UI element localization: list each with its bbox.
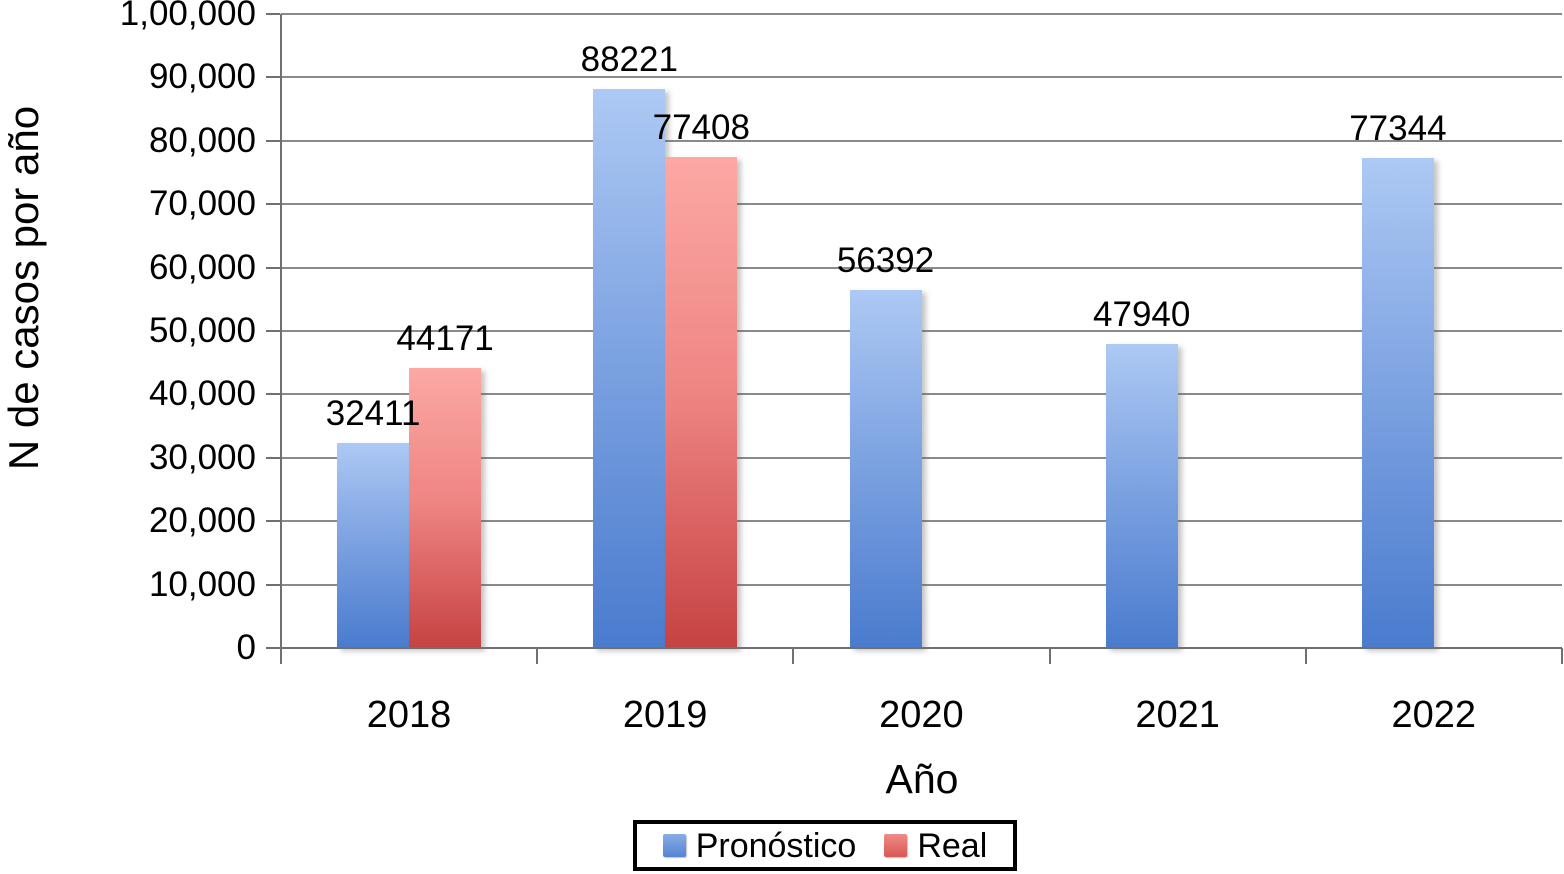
y-tick-label: 80,000 [148,120,256,160]
y-axis-tick [266,520,280,523]
x-axis-tick [792,648,795,664]
bar-pronostico-2019[interactable] [593,88,666,648]
bar-real-2019[interactable] [665,157,738,648]
y-axis-tick [266,456,280,459]
bar-pronostico-2021[interactable] [1105,344,1178,648]
y-tick-label: 90,000 [148,57,256,97]
legend-label: Real [917,826,988,865]
y-axis-tick [266,13,280,15]
bar-value-label: 56392 [836,241,935,281]
bar-value-label: 47940 [1093,295,1191,335]
y-axis-tick [266,203,280,206]
bar-value-label: 44171 [396,318,494,358]
legend-swatch-real [884,834,908,857]
gridline [281,203,1562,206]
gridline [281,139,1562,142]
y-tick-label: 60,000 [148,247,256,287]
legend[interactable]: Pronóstico Real [633,820,1017,871]
x-axis-tick [1561,648,1563,664]
x-axis-tick [1304,648,1307,664]
y-tick-label: 1,00,000 [119,0,256,33]
bar-value-label: 88221 [580,39,678,79]
gridline [281,330,1562,332]
x-tick-label-2019: 2019 [622,694,708,736]
x-tick-label-2022: 2022 [1391,694,1477,736]
x-axis-tick [1048,648,1051,664]
plot-area: 32411 44171 88221 77408 56392 47940 77344 [266,13,1563,664]
gridline [281,13,1562,15]
x-axis-title: Año [885,756,959,802]
y-tick-label: 40,000 [148,374,256,414]
bar-value-label: 77408 [652,108,750,148]
x-tick-label-2018: 2018 [366,694,452,736]
legend-label: Pronóstico [695,826,857,865]
y-tick-label: 70,000 [148,184,256,224]
gridline [281,393,1562,396]
y-axis-tick [266,583,280,586]
bar-value-label: 77344 [1349,108,1447,148]
y-tick-label: 10,000 [148,564,256,604]
y-tick-label: 50,000 [148,311,256,350]
y-axis-tick [266,139,280,142]
legend-swatch-pronostico [662,834,686,857]
y-axis-tick [266,76,280,79]
legend-item-real[interactable]: Real [884,828,987,864]
bar-real-2018[interactable] [409,367,482,648]
x-axis-tick [536,648,539,664]
gridline [281,456,1562,459]
y-axis-tick [266,647,280,649]
x-axis-tick [280,648,282,664]
y-axis-tick [266,393,280,396]
bar-pronostico-2022[interactable] [1361,157,1434,648]
y-tick-label: 0 [236,628,256,667]
x-tick-label-2020: 2020 [879,694,964,736]
legend-item-pronostico[interactable]: Pronóstico [662,826,857,865]
x-axis-line [281,647,1562,649]
bar-pronostico-2018[interactable] [337,442,410,648]
y-tick-label: 30,000 [148,437,256,477]
bar-pronostico-2020[interactable] [849,290,922,648]
bar-value-label: 32411 [325,393,421,433]
y-axis-tick [266,330,280,332]
gridline [281,520,1562,523]
x-tick-label-2021: 2021 [1135,694,1220,736]
y-axis-tick [266,266,280,269]
gridline [281,583,1562,586]
gridline [281,266,1562,269]
y-axis-line [280,14,282,664]
gridline [281,76,1562,79]
y-tick-label: 20,000 [148,501,256,541]
